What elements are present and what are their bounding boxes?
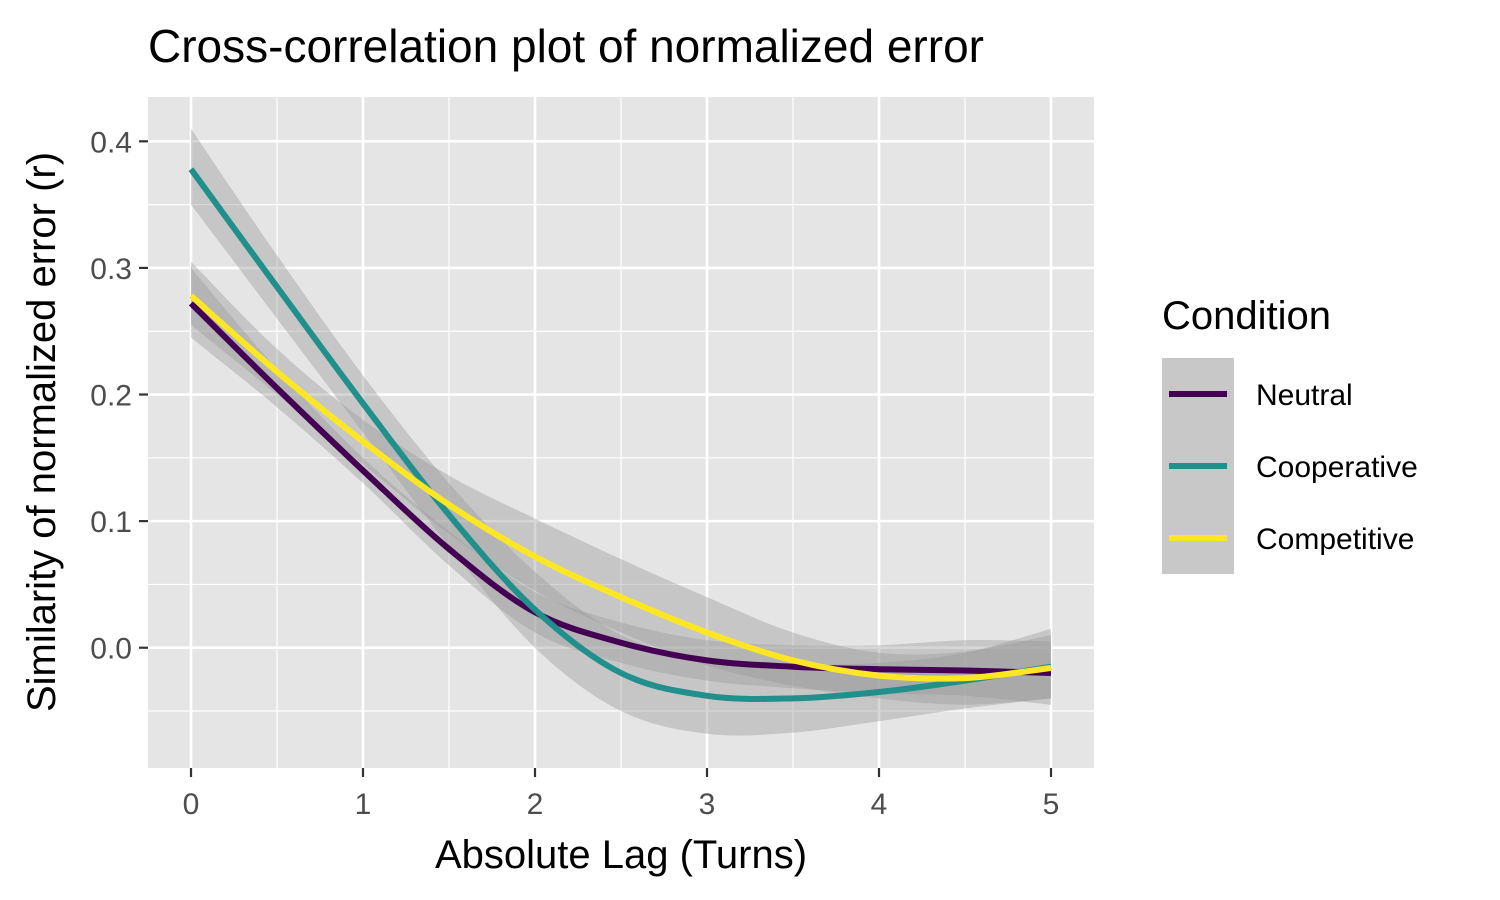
major-gridlines: [148, 97, 1094, 768]
chart-title: Cross-correlation plot of normalized err…: [148, 20, 984, 72]
x-tick-label: 2: [527, 788, 544, 821]
minor-gridlines: [148, 97, 1094, 768]
series-line-competitive: [189, 293, 1052, 682]
ci-ribbon-neutral: [191, 267, 1051, 705]
x-axis: 0 1 2 3 4 5: [183, 768, 1060, 821]
legend-label-neutral: Neutral: [1256, 379, 1353, 412]
y-tick-label: 0.0: [90, 633, 132, 666]
x-tick-label: 4: [871, 788, 888, 821]
x-tick-label: 5: [1043, 788, 1060, 821]
series-line-neutral: [188, 301, 1052, 676]
legend-title: Condition: [1162, 294, 1331, 338]
y-tick-label: 0.3: [90, 253, 132, 286]
y-axis-title: Similarity of normalized error (r): [20, 152, 64, 712]
legend-label-competitive: Competitive: [1256, 523, 1414, 556]
ci-ribbon-cooperative: [191, 128, 1051, 736]
x-tick-label: 3: [699, 788, 716, 821]
y-axis: 0.0 0.1 0.2 0.3 0.4: [90, 126, 148, 666]
series-line-cooperative: [188, 167, 1052, 702]
y-tick-label: 0.4: [90, 126, 132, 159]
ci-ribbon-competitive: [191, 261, 1051, 705]
x-axis-title: Absolute Lag (Turns): [435, 833, 807, 877]
x-tick-label: 0: [183, 788, 200, 821]
y-tick-label: 0.2: [90, 380, 132, 413]
legend: Condition Neutral Cooperative Competitive: [1162, 294, 1418, 574]
series-lines: [188, 167, 1052, 702]
y-tick-label: 0.1: [90, 506, 132, 539]
legend-label-cooperative: Cooperative: [1256, 451, 1418, 484]
confidence-ribbons: [191, 128, 1051, 736]
x-tick-label: 1: [355, 788, 372, 821]
